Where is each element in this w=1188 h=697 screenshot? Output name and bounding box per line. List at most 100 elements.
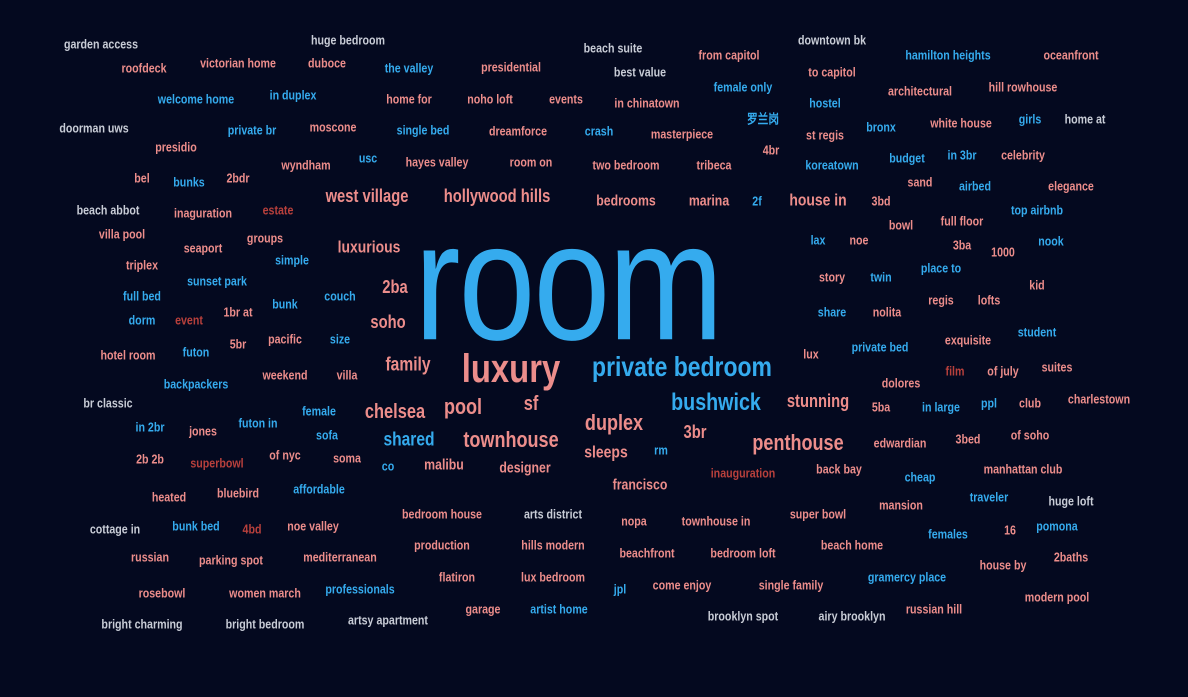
word-in-2br: in 2br [135, 419, 165, 435]
word-16: 16 [1004, 522, 1016, 538]
word-in-large: in large [922, 399, 960, 415]
word-co: co [381, 458, 395, 474]
word-lofts: lofts [977, 292, 1001, 308]
word-5br: 5br [229, 336, 247, 352]
word-room: room [414, 186, 723, 376]
word-duplex: duplex [584, 410, 644, 435]
word-production: production [414, 537, 470, 553]
word-2f: 2f [752, 193, 762, 209]
word-student: student [1017, 324, 1057, 340]
word-duboce: duboce [308, 55, 346, 71]
word-bedrooms: bedrooms [596, 192, 656, 210]
word-women-march: women march [229, 585, 301, 601]
word-story: story [818, 269, 846, 285]
word-nook: nook [1038, 233, 1064, 249]
word-female: female [302, 403, 336, 419]
word-private-br: private br [227, 122, 277, 138]
word-estate: estate [262, 202, 294, 218]
word-affordable: affordable [293, 481, 345, 497]
word-hostel: hostel [809, 95, 841, 111]
word-garden-access: garden access [63, 36, 139, 52]
word-sofa: sofa [316, 427, 338, 443]
word-2b-2b: 2b 2b [136, 451, 164, 467]
word-airy-brooklyn: airy brooklyn [818, 608, 886, 624]
word-flatiron: flatiron [438, 569, 476, 585]
word-weekend: weekend [262, 367, 308, 383]
word-kid: kid [1029, 277, 1045, 293]
word-top-airbnb: top airbnb [1010, 202, 1064, 218]
word-size: size [329, 331, 351, 347]
word-word-57: 罗兰岗 [747, 111, 779, 127]
word-lux-bedroom: lux bedroom [521, 569, 585, 585]
word-masterpiece: masterpiece [650, 126, 714, 142]
word-full-bed: full bed [123, 288, 161, 304]
word-gramercy-place: gramercy place [867, 569, 947, 585]
word-tribeca: tribeca [696, 157, 732, 173]
word-event: event [175, 312, 203, 328]
word-rm: rm [654, 442, 668, 458]
word-3bed: 3bed [955, 431, 981, 447]
word-2baths: 2baths [1053, 549, 1089, 565]
word-designer: designer [499, 459, 551, 477]
word-backpackers: backpackers [163, 376, 229, 392]
word-beach-home: beach home [820, 537, 884, 553]
word-bushwick: bushwick [671, 389, 761, 416]
word-hollywood-hills: hollywood hills [443, 186, 551, 206]
word-bunk: bunk [272, 296, 298, 312]
word-hotel-room: hotel room [100, 347, 156, 363]
word-film: film [945, 363, 965, 379]
word-club: club [1019, 395, 1041, 411]
word-twin: twin [870, 269, 892, 285]
word-of-july: of july [987, 363, 1019, 379]
word-townhouse-in: townhouse in [681, 513, 751, 529]
word-1000: 1000 [991, 244, 1015, 260]
word-house-by: house by [979, 557, 1027, 573]
word-lax: lax [810, 232, 826, 248]
word-superbowl: superbowl [190, 455, 244, 471]
word-penthouse: penthouse [752, 430, 844, 455]
word-huge-bedroom: huge bedroom [310, 32, 386, 48]
word-beach-abbot: beach abbot [76, 202, 140, 218]
word-hamilton-heights: hamilton heights [905, 47, 991, 63]
word-house-in: house in [789, 190, 847, 210]
word-modern-pool: modern pool [1024, 589, 1090, 605]
word-bunks: bunks [173, 174, 205, 190]
word-airbed: airbed [959, 178, 991, 194]
word-cheap: cheap [904, 469, 936, 485]
word-beach-suite: beach suite [583, 40, 643, 56]
word-hill-rowhouse: hill rowhouse [988, 79, 1058, 95]
word-bright-charming: bright charming [101, 616, 183, 632]
word-noe: noe [849, 232, 869, 248]
word-events: events [549, 91, 583, 107]
word-sleeps: sleeps [584, 442, 628, 462]
word-from-capitol: from capitol [698, 47, 760, 63]
word-jones: jones [189, 423, 217, 439]
word-sunset-park: sunset park [187, 273, 247, 289]
word-2bdr: 2bdr [226, 170, 250, 186]
word-room-on: room on [509, 154, 553, 170]
word-charlestown: charlestown [1067, 391, 1131, 407]
word-russian: russian [131, 549, 169, 565]
word-5ba: 5ba [871, 399, 891, 415]
word-edwardian: edwardian [873, 435, 927, 451]
word-artsy-apartment: artsy apartment [348, 612, 428, 628]
word-females: females [928, 526, 968, 542]
word-single-bed: single bed [396, 122, 450, 138]
word-marina: marina [688, 192, 730, 210]
word-artist-home: artist home [530, 601, 588, 617]
word-wyndham: wyndham [281, 157, 331, 173]
word-in-chinatown: in chinatown [614, 95, 680, 111]
word-in-duplex: in duplex [269, 87, 317, 103]
word-usc: usc [358, 150, 378, 166]
word-parking-spot: parking spot [199, 552, 263, 568]
word-malibu: malibu [424, 456, 464, 474]
word-home-for: home for [386, 91, 432, 107]
word-3bd: 3bd [871, 193, 891, 209]
word-celebrity: celebrity [1001, 147, 1045, 163]
word-4bd: 4bd [242, 521, 262, 537]
word-arts-district: arts district [523, 506, 583, 522]
word-downtown-bk: downtown bk [797, 32, 867, 48]
word-moscone: moscone [309, 119, 357, 135]
word-oceanfront: oceanfront [1043, 47, 1099, 63]
